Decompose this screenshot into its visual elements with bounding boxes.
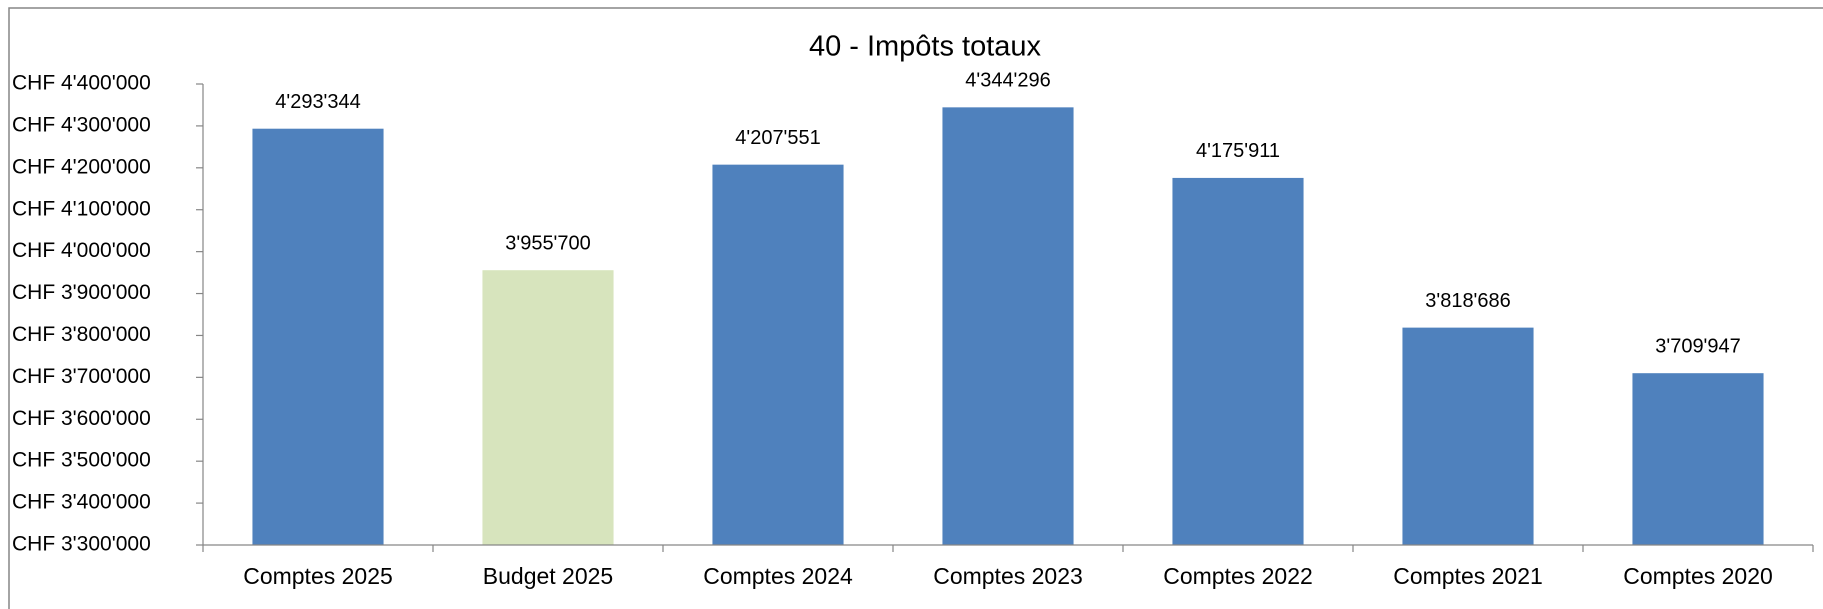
bar [482, 270, 614, 545]
chart-title: 40 - Impôts totaux [809, 31, 1042, 63]
x-tick-label: Comptes 2023 [933, 563, 1083, 589]
x-tick-label: Comptes 2024 [703, 563, 853, 589]
x-tick-label: Budget 2025 [483, 563, 613, 589]
y-tick-label: CHF 4'000'000 [12, 239, 151, 262]
y-tick-label: CHF 3'400'000 [12, 491, 151, 514]
x-tick-label: Comptes 2025 [243, 563, 393, 589]
y-tick-label: CHF 3'700'000 [12, 365, 151, 388]
y-tick-label: CHF 3'500'000 [12, 449, 151, 472]
y-tick-label: CHF 4'300'000 [12, 113, 151, 136]
bar [1402, 327, 1534, 545]
data-label: 4'293'344 [275, 91, 361, 113]
bar [1632, 373, 1764, 545]
bar [942, 107, 1074, 546]
y-tick-label: CHF 3'600'000 [12, 407, 151, 430]
y-tick-label: CHF 4'100'000 [12, 197, 151, 220]
y-tick-label: CHF 4'200'000 [12, 155, 151, 178]
y-tick-label: CHF 3'800'000 [12, 323, 151, 346]
data-label: 3'955'700 [505, 232, 591, 254]
y-tick-label: CHF 3'300'000 [12, 533, 151, 556]
bar [1172, 177, 1304, 545]
bar [712, 164, 844, 545]
data-label: 4'207'551 [735, 127, 821, 149]
data-label: 4'344'296 [965, 70, 1051, 92]
data-label: 3'709'947 [1655, 335, 1741, 357]
bar [252, 128, 384, 546]
y-tick-label: CHF 4'400'000 [12, 72, 151, 95]
x-tick-label: Comptes 2022 [1163, 563, 1313, 589]
x-tick-label: Comptes 2020 [1623, 563, 1773, 589]
x-tick-label: Comptes 2021 [1393, 563, 1543, 589]
y-tick-label: CHF 3'900'000 [12, 281, 151, 304]
data-label: 4'175'911 [1196, 140, 1280, 162]
data-label: 3'818'686 [1425, 290, 1511, 312]
